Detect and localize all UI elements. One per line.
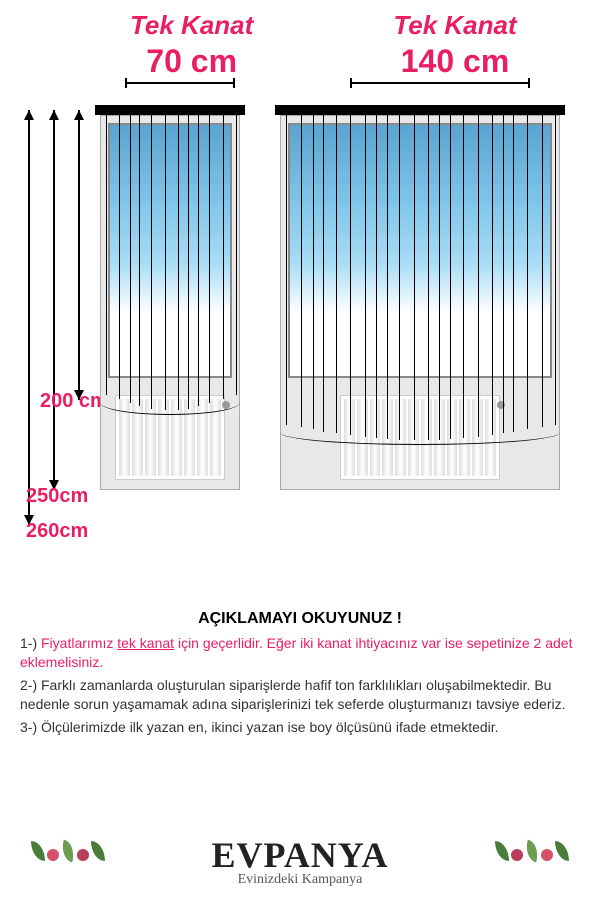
brand-tagline: Evinizdeki Kampanya: [0, 872, 600, 888]
note-1: 1-) Fiyatlarımız tek kanat için geçerlid…: [20, 634, 580, 672]
arrow-250: [53, 110, 55, 490]
right-width-bracket: [350, 82, 530, 84]
note-1-prefix: 1-): [20, 635, 41, 651]
left-width: 70 cm: [130, 43, 253, 80]
arrow-260: [28, 110, 30, 525]
left-title: Tek Kanat: [130, 10, 253, 41]
notes-section: AÇIKLAMAYI OKUYUNUZ ! 1-) Fiyatlarımız t…: [20, 610, 580, 740]
curtain-left: [100, 115, 240, 415]
label-260: 260cm: [26, 520, 88, 543]
notes-title: AÇIKLAMAYI OKUYUNUZ !: [20, 610, 580, 628]
label-250: 250cm: [26, 485, 88, 508]
floral-right-icon: [494, 836, 570, 868]
floral-left-icon: [30, 836, 106, 868]
footer: EVPANYA Evinizdeki Kampanya: [0, 834, 600, 888]
right-panel-label: Tek Kanat 140 cm: [380, 10, 530, 84]
rod-left: [95, 105, 245, 115]
note-3: 3-) Ölçülerimizde ilk yazan en, ikinci y…: [20, 718, 580, 737]
arrow-200: [78, 110, 80, 400]
label-200: 200 cm: [40, 390, 108, 413]
note-1-a: Fiyatlarımız: [41, 635, 117, 651]
left-panel-label: Tek Kanat 70 cm: [130, 10, 253, 84]
left-width-bracket: [125, 82, 235, 84]
curtain-right: [280, 115, 560, 445]
right-width: 140 cm: [380, 43, 530, 80]
right-title: Tek Kanat: [380, 10, 530, 41]
note-2: 2-) Farklı zamanlarda oluşturulan sipari…: [20, 676, 580, 714]
note-1-b: tek kanat: [117, 635, 174, 651]
infographic-container: Tek Kanat 70 cm Tek Kanat 140 cm: [0, 0, 600, 900]
rod-right: [275, 105, 565, 115]
diagram-area: 200 cm 250cm 260cm: [0, 100, 600, 600]
